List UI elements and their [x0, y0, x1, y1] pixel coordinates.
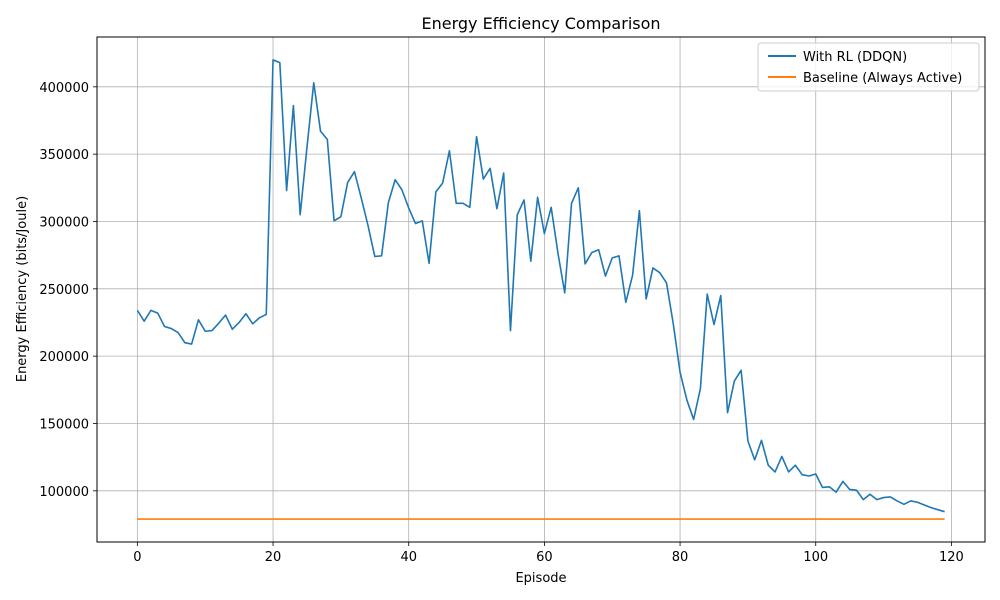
y-tick-label: 100000 — [39, 485, 89, 500]
y-tick-label: 400000 — [39, 81, 89, 96]
y-tick-label: 250000 — [39, 283, 89, 298]
axis-ticks: 0 20 40 60 80 100 120 100000 150000 200000 250000 3… — [39, 81, 963, 565]
series-lines — [136, 59, 945, 520]
legend-box — [757, 42, 980, 92]
legend-label-rl: With RL (DDQN) — [803, 50, 907, 65]
x-tick-label: 100 — [803, 550, 828, 565]
y-tick-label: 150000 — [39, 417, 89, 432]
grid — [97, 37, 985, 542]
x-tick-label: 0 — [133, 550, 141, 565]
x-tick-label: 40 — [400, 550, 417, 565]
x-tick-label: 120 — [939, 550, 964, 565]
x-tick-label: 80 — [672, 550, 689, 565]
plot-area-frame — [96, 36, 986, 543]
x-tick-label: 20 — [265, 550, 282, 565]
chart-title: Energy Efficiency Comparison — [421, 14, 660, 33]
y-tick-label: 300000 — [39, 215, 89, 230]
y-axis-label: Energy Efficiency (bits/Joule) — [15, 196, 30, 382]
legend: With RL (DDQN) Baseline (Always Active) — [757, 42, 980, 92]
series-line-rl-ddqn — [136, 59, 945, 513]
y-tick-label: 350000 — [39, 148, 89, 163]
x-axis-label: Episode — [515, 571, 566, 586]
legend-label-baseline: Baseline (Always Active) — [803, 71, 962, 86]
y-tick-label: 200000 — [39, 350, 89, 365]
x-tick-label: 60 — [536, 550, 553, 565]
